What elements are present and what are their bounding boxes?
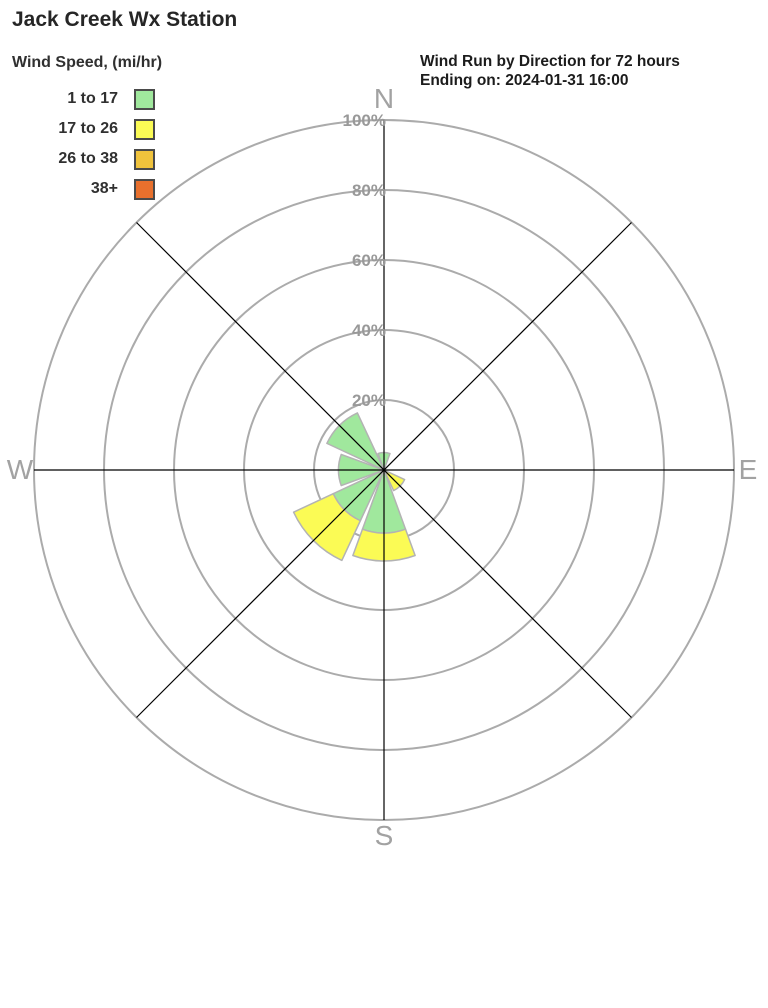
- legend-item: 1 to 17: [12, 84, 162, 114]
- legend-label: 17 to 26: [58, 120, 118, 137]
- radial-tick-label-100: 100%: [343, 111, 386, 130]
- radial-tick-label-60: 60%: [352, 251, 386, 270]
- legend-label: 26 to 38: [58, 150, 118, 167]
- legend-label: 38+: [90, 180, 118, 197]
- station-title: Jack Creek Wx Station: [12, 8, 238, 31]
- compass-label-N: N: [374, 83, 394, 114]
- compass-label-E: E: [739, 454, 758, 485]
- legend-swatch: [134, 88, 155, 110]
- legend-item: 38+: [12, 174, 162, 204]
- legend-item: 26 to 38: [12, 144, 162, 174]
- chart-heading: Wind Run by Direction for 72 hours Endin…: [420, 52, 760, 90]
- legend-swatch: [134, 118, 155, 140]
- legend-swatch: [134, 178, 155, 200]
- radial-tick-label-40: 40%: [352, 321, 386, 340]
- chart-title-line1: Wind Run by Direction for 72 hours: [420, 53, 680, 70]
- compass-label-S: S: [375, 820, 394, 851]
- radial-tick-label-80: 80%: [352, 181, 386, 200]
- compass-label-W: W: [7, 454, 34, 485]
- legend-swatch: [134, 148, 155, 170]
- radial-tick-label-20: 20%: [352, 391, 386, 410]
- legend-title: Wind Speed, (mi/hr): [12, 54, 163, 71]
- axis-ne-sw: [136, 222, 632, 718]
- wind-speed-legend: Wind Speed, (mi/hr) 1 to 17 17 to 26 26 …: [12, 54, 162, 204]
- legend-label: 1 to 17: [67, 90, 118, 107]
- legend-item: 17 to 26: [12, 114, 162, 144]
- chart-title-line2: Ending on: 2024-01-31 16:00: [420, 72, 629, 89]
